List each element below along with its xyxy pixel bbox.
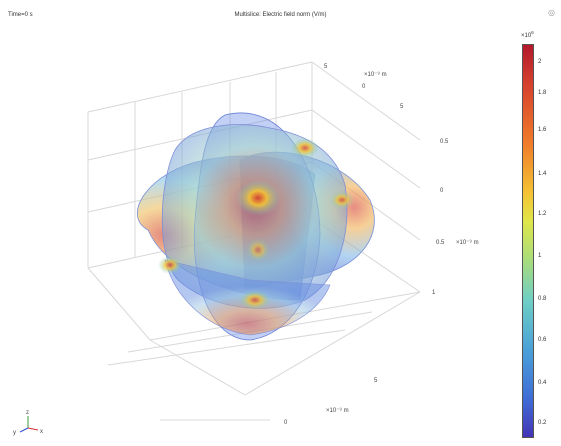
top-axis-exponent: ×10⁻⁹ m: [364, 71, 387, 78]
bottom-axis-tick: 0: [284, 420, 288, 426]
bottom-axis: 5 ×10⁻⁹ m 0: [284, 378, 378, 426]
hotspot-center: [236, 180, 280, 216]
colorbar-tick: 1.2: [538, 211, 547, 217]
hotspot-bottom: [239, 290, 271, 310]
right-axis-tick: 1: [432, 290, 436, 296]
top-axis-tick: 5: [400, 104, 404, 110]
plot-title: Multislice: Electric field norm (V/m): [234, 12, 327, 18]
colorbar: [522, 44, 534, 438]
right-axis-tick: 0.5: [436, 240, 445, 246]
right-axis-exponent: ×10⁻⁹ m: [456, 239, 479, 246]
svg-text:y: y: [13, 430, 16, 436]
colorbar-tick: 0.6: [538, 337, 547, 343]
right-axis-tick: 0.5: [440, 139, 449, 145]
colorbar-tick: 2: [538, 59, 542, 65]
right-axis: 0.5 0 0.5 ×10⁻⁹ m 1: [432, 139, 479, 296]
camera-icon[interactable]: ◎: [548, 8, 555, 17]
hotspot-top: [291, 138, 319, 158]
bottom-axis-exponent: ×10⁻⁹ m: [326, 407, 349, 414]
colorbar-tick: 1.6: [538, 127, 547, 133]
colorbar-tick: 1.8: [538, 90, 547, 96]
field-slices: [136, 112, 375, 341]
colorbar-exponent: ×106: [521, 30, 534, 39]
top-axis-tick: 5: [324, 64, 328, 70]
colorbar-tick: 0.8: [538, 296, 547, 302]
hotspot-left: [158, 256, 182, 274]
bottom-axis-tick: 5: [374, 378, 378, 384]
time-label: Time=0 s: [8, 12, 33, 18]
colorbar-tick: 0.2: [538, 420, 547, 426]
hotspot-right: [330, 191, 354, 209]
colorbar-tick: 1: [538, 253, 542, 259]
colorbar-tick: 1.4: [538, 171, 547, 177]
hotspot-lower: [246, 238, 270, 262]
top-axis: 5 ×10⁻⁹ m 0 5: [324, 64, 404, 110]
right-axis-tick: 0: [440, 188, 444, 194]
top-axis-tick: 0: [362, 84, 366, 90]
axis-triad-icon: z x y: [13, 410, 43, 436]
svg-text:z: z: [26, 410, 29, 416]
svg-text:x: x: [40, 429, 43, 435]
colorbar-tick: 0.4: [538, 380, 547, 386]
